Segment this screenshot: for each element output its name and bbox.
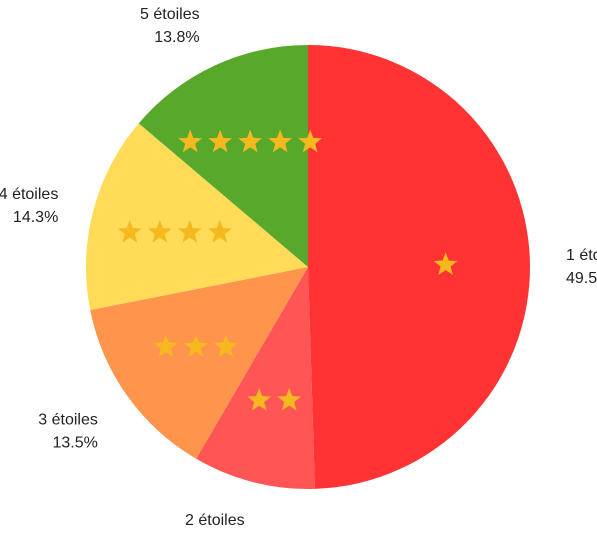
slice-percent-label: 14.3% (13, 209, 58, 226)
star-icon (268, 129, 293, 153)
pie-slice-5 (138, 45, 308, 267)
star-icon (298, 129, 323, 153)
pie-slice-4 (86, 123, 308, 310)
slice-percent-label: 49.5% (566, 270, 597, 287)
star-icon (178, 129, 203, 153)
slice-label: 4 étoiles (0, 186, 58, 203)
star-icon (207, 219, 232, 243)
slice-label: 1 étoile (566, 247, 597, 264)
star-ratings (117, 129, 458, 411)
slice-label: 5 étoiles (140, 6, 200, 23)
pie-slices (86, 45, 530, 489)
star-icon (208, 129, 233, 153)
star-icon (238, 129, 263, 153)
slice-label: 2 étoiles (185, 512, 245, 529)
star-icon (214, 334, 238, 357)
star-icon (147, 219, 172, 243)
slice-percent-label: 13.8% (154, 29, 199, 46)
star-icon (247, 387, 272, 411)
slice-labels: 1 étoile49.5%2 étoiles8.9%3 étoiles13.5%… (0, 6, 597, 529)
star-icon (433, 252, 458, 275)
slice-label: 3 étoiles (38, 412, 98, 429)
slice-percent-label: 13.5% (52, 435, 97, 452)
star-icon (184, 334, 208, 357)
pie-slice-3 (90, 267, 308, 459)
pie-slice-2 (196, 267, 315, 489)
star-icon (277, 387, 302, 411)
star-icon (117, 219, 142, 243)
pie-slice-1 (308, 45, 530, 489)
star-icon (154, 334, 178, 357)
star-icon (177, 219, 202, 243)
